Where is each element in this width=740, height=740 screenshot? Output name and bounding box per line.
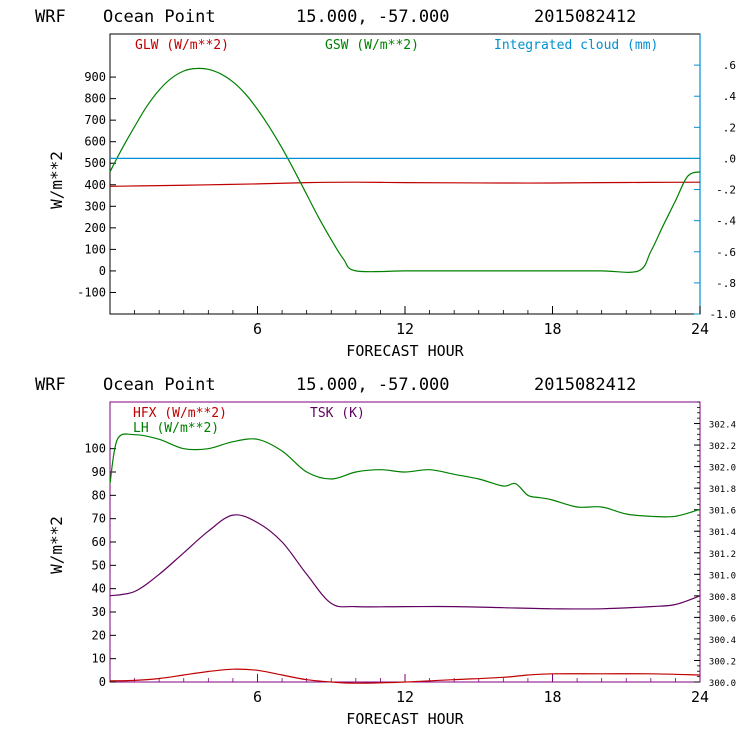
panel2-left-axis: 0 10 20 30 40 50 60 70 80 90 100 bbox=[84, 442, 116, 689]
y-tick-label: 200 bbox=[84, 221, 106, 235]
y-tick-label: 100 bbox=[84, 442, 106, 456]
y2-tick-label: 300.4 bbox=[709, 636, 736, 646]
panel2-title-model: WRF bbox=[35, 375, 66, 395]
panel2-x-axis: 6 12 18 24 bbox=[134, 674, 709, 706]
y2-tick-label: 300.6 bbox=[709, 614, 736, 624]
y-tick-label: 10 bbox=[92, 652, 106, 666]
y-tick-label: 900 bbox=[84, 70, 106, 84]
legend-gsw: GSW (W/m**2) bbox=[325, 38, 419, 53]
x-tick-label: 24 bbox=[691, 320, 709, 338]
y-tick-label: -100 bbox=[77, 285, 106, 299]
panel2-right-axis: 300.0 300.2 300.4 300.6 300.8 301.0 301.2 301.4… bbox=[694, 401, 736, 689]
x-tick-label: 12 bbox=[396, 320, 414, 338]
legend-integrated-cloud: Integrated cloud (mm) bbox=[494, 38, 658, 53]
series-line-glw bbox=[109, 181, 701, 187]
y2-tick-label: -.8 bbox=[716, 277, 736, 290]
y2-tick-label: 301.4 bbox=[709, 528, 736, 538]
panel1-left-axis: -100 0 100 200 300 400 500 600 700 800 900 bbox=[77, 70, 116, 299]
panel1-title-coords: 15.000, -57.000 bbox=[296, 7, 450, 27]
panel2-legend: HFX (W/m**2) LH (W/m**2) TSK (K) bbox=[133, 406, 365, 436]
y-tick-label: 90 bbox=[92, 465, 106, 479]
panel1-title-model: WRF bbox=[35, 7, 66, 27]
y-tick-label: 80 bbox=[92, 488, 106, 502]
panel1-title-location: Ocean Point bbox=[103, 7, 216, 27]
panel2-title: WRF Ocean Point 15.000, -57.000 20150824… bbox=[35, 375, 636, 395]
y2-tick-label: 300.0 bbox=[709, 679, 736, 689]
panel1-right-axis: -1.0 -.8 -.6 -.4 -.2 .0 .2 .4 .6 bbox=[694, 59, 736, 321]
y2-tick-label: -.4 bbox=[716, 215, 736, 228]
x-tick-label: 12 bbox=[396, 688, 414, 706]
panel2-series bbox=[109, 433, 701, 684]
series-line-tsk bbox=[109, 514, 701, 610]
y-tick-label: 300 bbox=[84, 199, 106, 213]
panel-radiation: WRF Ocean Point 15.000, -57.000 20150824… bbox=[35, 7, 736, 360]
y2-tick-label: .2 bbox=[723, 121, 736, 134]
x-tick-label: 6 bbox=[253, 688, 262, 706]
panel1-y-label: W/m**2 bbox=[47, 151, 66, 209]
legend-lh: LH (W/m**2) bbox=[133, 421, 219, 436]
y2-tick-label: 302.0 bbox=[709, 464, 736, 474]
panel1-title-run: 2015082412 bbox=[534, 7, 636, 27]
y2-tick-label: 302.2 bbox=[709, 442, 736, 452]
x-tick-label: 24 bbox=[691, 688, 709, 706]
panel2-title-run: 2015082412 bbox=[534, 375, 636, 395]
x-tick-label: 18 bbox=[543, 320, 561, 338]
panel2-title-location: Ocean Point bbox=[103, 375, 216, 395]
panel1-title: WRF Ocean Point 15.000, -57.000 20150824… bbox=[35, 7, 636, 27]
panel1-x-axis: 6 12 18 24 bbox=[134, 306, 709, 338]
y2-tick-label: 300.2 bbox=[709, 657, 736, 667]
x-tick-label: 6 bbox=[253, 320, 262, 338]
panel2-y-label: W/m**2 bbox=[47, 516, 66, 574]
panel1-series bbox=[109, 67, 701, 273]
series-line-hfx bbox=[109, 668, 701, 684]
y-tick-label: 0 bbox=[99, 264, 106, 278]
panel2-title-coords: 15.000, -57.000 bbox=[296, 375, 450, 395]
y-tick-label: 100 bbox=[84, 242, 106, 256]
panel1-x-label: FORECAST HOUR bbox=[346, 342, 464, 360]
y-tick-label: 60 bbox=[92, 535, 106, 549]
y-tick-label: 50 bbox=[92, 558, 106, 572]
y-tick-label: 70 bbox=[92, 512, 106, 526]
y2-tick-label: -.2 bbox=[716, 184, 736, 197]
y2-tick-label: 302.4 bbox=[709, 421, 736, 431]
y-tick-label: 30 bbox=[92, 605, 106, 619]
y2-tick-label: 301.6 bbox=[709, 507, 736, 517]
y-tick-label: 0 bbox=[99, 675, 106, 689]
y-tick-label: 600 bbox=[84, 135, 106, 149]
panel1-legend: GLW (W/m**2) GSW (W/m**2) Integrated clo… bbox=[135, 38, 658, 53]
y2-tick-label: .0 bbox=[723, 152, 736, 165]
y2-tick-label: .4 bbox=[723, 90, 737, 103]
panel-surface-fluxes: WRF Ocean Point 15.000, -57.000 20150824… bbox=[35, 375, 736, 728]
y2-tick-label: 301.0 bbox=[709, 571, 736, 581]
panel2-x-label: FORECAST HOUR bbox=[346, 710, 464, 728]
y2-tick-label: 301.8 bbox=[709, 485, 736, 495]
y2-tick-label: .6 bbox=[723, 59, 736, 72]
series-line-gsw bbox=[109, 67, 701, 273]
series-line-lh bbox=[109, 433, 701, 518]
legend-tsk: TSK (K) bbox=[310, 406, 365, 421]
y2-tick-label: 300.8 bbox=[709, 593, 736, 603]
y-tick-label: 40 bbox=[92, 582, 106, 596]
y-tick-label: 700 bbox=[84, 113, 106, 127]
y-tick-label: 400 bbox=[84, 178, 106, 192]
y-tick-label: 800 bbox=[84, 92, 106, 106]
x-tick-label: 18 bbox=[543, 688, 561, 706]
y2-tick-label: -1.0 bbox=[710, 308, 737, 321]
y-tick-label: 500 bbox=[84, 156, 106, 170]
legend-hfx: HFX (W/m**2) bbox=[133, 406, 227, 421]
y2-tick-label: -.6 bbox=[716, 246, 736, 259]
y2-tick-label: 301.2 bbox=[709, 550, 736, 560]
legend-glw: GLW (W/m**2) bbox=[135, 38, 229, 53]
y-tick-label: 20 bbox=[92, 628, 106, 642]
